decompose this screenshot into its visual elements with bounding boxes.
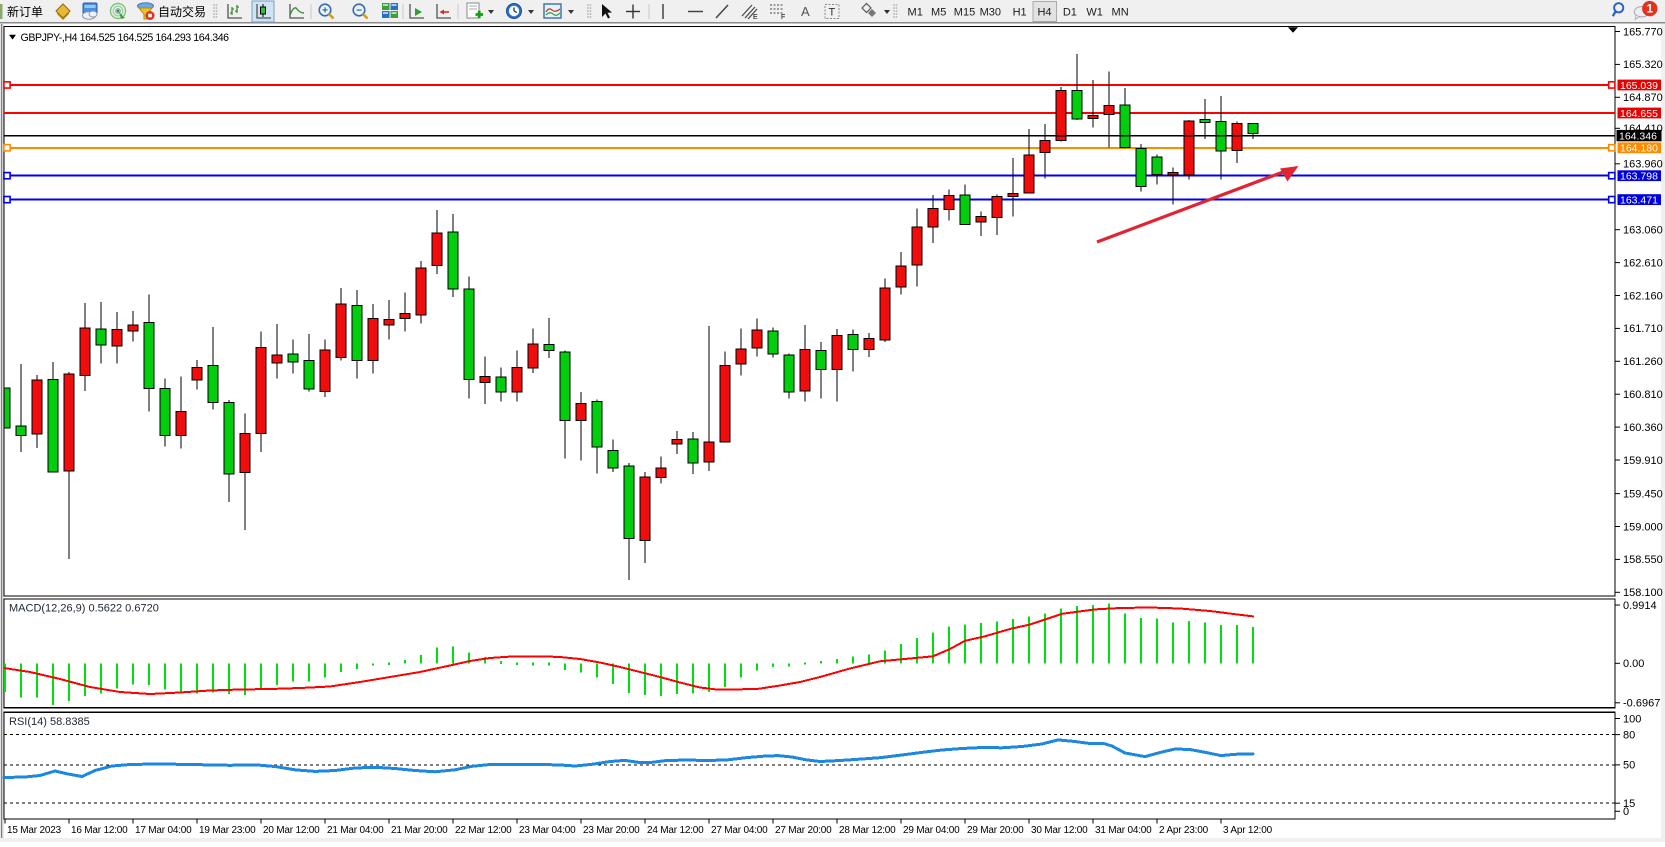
svg-text:自动交易: 自动交易 (158, 4, 206, 19)
svg-text:162.610: 162.610 (1623, 257, 1663, 269)
svg-text:20 Mar 12:00: 20 Mar 12:00 (263, 825, 320, 836)
svg-text:1: 1 (1647, 4, 1654, 16)
svg-text:164.655: 164.655 (1620, 108, 1658, 120)
svg-text:A: A (801, 4, 810, 19)
svg-text:MACD(12,26,9) 0.5622 0.6720: MACD(12,26,9) 0.5622 0.6720 (9, 603, 159, 615)
svg-text:21 Mar 20:00: 21 Mar 20:00 (391, 825, 448, 836)
svg-text:−: − (356, 6, 362, 17)
svg-text:29 Mar 20:00: 29 Mar 20:00 (967, 825, 1024, 836)
svg-text:23 Mar 20:00: 23 Mar 20:00 (583, 825, 640, 836)
svg-text:15: 15 (1623, 798, 1635, 810)
svg-text:15 Mar 2023: 15 Mar 2023 (7, 825, 62, 836)
svg-text:164.346: 164.346 (1619, 131, 1657, 143)
svg-text:17 Mar 04:00: 17 Mar 04:00 (135, 825, 192, 836)
svg-text:新订单: 新订单 (7, 4, 43, 19)
svg-text:28 Mar 12:00: 28 Mar 12:00 (839, 825, 896, 836)
svg-text:100: 100 (1623, 713, 1641, 725)
svg-text:50: 50 (1623, 760, 1635, 772)
svg-text:0.00: 0.00 (1623, 658, 1644, 670)
svg-text:0: 0 (1623, 806, 1629, 818)
svg-text:+: + (322, 6, 328, 17)
svg-text:160.810: 160.810 (1623, 389, 1663, 401)
svg-text:2 Apr 23:00: 2 Apr 23:00 (1159, 825, 1209, 836)
svg-text:21 Mar 04:00: 21 Mar 04:00 (327, 825, 384, 836)
svg-text:24 Mar 12:00: 24 Mar 12:00 (647, 825, 704, 836)
svg-text:163.960: 163.960 (1623, 159, 1663, 171)
svg-text:158.550: 158.550 (1623, 554, 1663, 566)
svg-text:H4: H4 (1037, 7, 1051, 19)
svg-text:163.471: 163.471 (1620, 195, 1658, 207)
svg-text:22 Mar 12:00: 22 Mar 12:00 (455, 825, 512, 836)
svg-text:GBPJPY-,H4 164.525 164.525 16: GBPJPY-,H4 164.525 164.525 164.293 164.3… (21, 32, 230, 44)
svg-text:164.180: 164.180 (1620, 143, 1658, 155)
svg-text:165.770: 165.770 (1623, 26, 1663, 38)
svg-text:161.710: 161.710 (1623, 323, 1663, 335)
svg-text:159.910: 159.910 (1623, 455, 1663, 467)
svg-text:M1: M1 (908, 7, 923, 19)
svg-text:-0.6967: -0.6967 (1623, 698, 1660, 710)
svg-text:0.9914: 0.9914 (1623, 600, 1657, 612)
svg-text:19 Mar 23:00: 19 Mar 23:00 (199, 825, 256, 836)
svg-text:164.870: 164.870 (1623, 92, 1663, 104)
svg-text:163.798: 163.798 (1620, 171, 1658, 183)
svg-text:165.039: 165.039 (1620, 80, 1658, 92)
svg-text:F: F (781, 14, 785, 21)
svg-text:159.450: 159.450 (1623, 488, 1663, 500)
svg-text:162.160: 162.160 (1623, 290, 1663, 302)
svg-text:165.320: 165.320 (1623, 59, 1663, 71)
svg-text:3 Apr 12:00: 3 Apr 12:00 (1223, 825, 1273, 836)
svg-text:H1: H1 (1013, 7, 1027, 19)
svg-text:23 Mar 04:00: 23 Mar 04:00 (519, 825, 576, 836)
svg-text:29 Mar 04:00: 29 Mar 04:00 (903, 825, 960, 836)
svg-text:159.000: 159.000 (1623, 521, 1663, 533)
svg-text:MN: MN (1112, 7, 1129, 19)
svg-text:T: T (829, 7, 836, 19)
svg-text:16 Mar 12:00: 16 Mar 12:00 (71, 825, 128, 836)
svg-text:161.260: 161.260 (1623, 356, 1663, 368)
svg-text:M5: M5 (931, 7, 946, 19)
svg-text:158.100: 158.100 (1623, 587, 1663, 599)
svg-text:27 Mar 04:00: 27 Mar 04:00 (711, 825, 768, 836)
svg-text:D1: D1 (1063, 7, 1077, 19)
svg-text:27 Mar 20:00: 27 Mar 20:00 (775, 825, 832, 836)
svg-text:31 Mar 04:00: 31 Mar 04:00 (1095, 825, 1152, 836)
svg-text:W1: W1 (1086, 7, 1103, 19)
svg-text:163.060: 163.060 (1623, 225, 1663, 237)
svg-text:E: E (753, 14, 758, 21)
svg-text:30 Mar 12:00: 30 Mar 12:00 (1031, 825, 1088, 836)
svg-text:M30: M30 (980, 7, 1001, 19)
svg-text:RSI(14) 58.8385: RSI(14) 58.8385 (9, 716, 90, 728)
svg-text:160.360: 160.360 (1623, 422, 1663, 434)
svg-text:M15: M15 (954, 7, 975, 19)
svg-text:80: 80 (1623, 729, 1635, 741)
